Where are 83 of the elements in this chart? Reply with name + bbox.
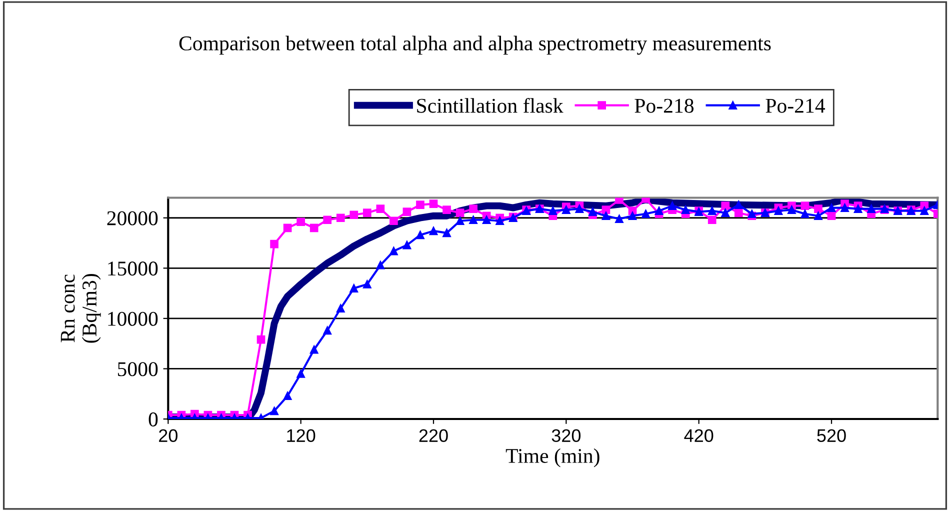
point [721,208,730,218]
legend-label: Po-214 [766,98,826,113]
point [456,208,464,218]
x-axis-title: Time (min) [506,448,600,468]
x-tick-label: 420 [684,429,714,442]
x-tick-label: 520 [817,429,846,442]
point [628,212,637,220]
point [350,284,358,292]
point [456,216,464,226]
point [681,206,690,214]
point [310,224,318,232]
point [827,212,836,220]
point [496,216,504,226]
y-tick-label: 5000 [118,362,158,376]
legend-label: Scintillation flask [417,98,564,113]
point [323,326,332,335]
point [429,226,438,236]
point [296,370,305,378]
point [668,202,676,210]
point [390,246,398,256]
y-tick-label: 20000 [107,211,158,226]
point [867,204,876,213]
x-tick-label: 320 [552,429,581,442]
point [800,210,810,218]
point [283,224,292,232]
point [602,206,610,214]
point [602,212,610,220]
point [442,228,451,238]
point [256,335,266,344]
y-tick-label: 15000 [108,262,158,276]
x-tick-label: 220 [419,429,448,442]
point [734,208,743,218]
point [734,200,743,209]
point [442,206,451,214]
y-axis-title: Rn conc (Bq/m3) [60,274,101,343]
y-tick-label: 10000 [108,312,158,326]
point [615,214,624,224]
point [854,204,862,213]
point [336,304,345,313]
point [402,208,412,216]
point [840,204,849,212]
y-tick-label: 0 [148,412,158,426]
point [390,216,398,226]
point [296,218,305,226]
point [362,208,372,218]
point [615,198,624,204]
point [548,206,558,215]
point [416,200,424,209]
point [469,216,478,224]
point [708,206,716,215]
point [283,392,292,400]
point [827,204,836,212]
point [270,406,278,416]
chart-title: Comparison between total alpha and alpha spectrometry measurements [179,36,771,55]
point [708,216,716,224]
point [774,206,783,215]
point [429,200,438,208]
point [562,206,570,214]
point [814,204,822,213]
x-tick-label: 120 [287,429,316,442]
point [654,206,664,215]
point [575,204,584,213]
point [920,206,929,215]
point [788,206,796,214]
point [376,260,385,270]
point [350,210,358,220]
point [469,204,478,213]
point [642,210,650,218]
point [270,240,278,248]
legend-label: Po-218 [634,98,694,113]
point [721,202,730,210]
point [814,212,822,220]
point [323,216,332,224]
point [362,280,372,288]
point [800,202,810,210]
point [588,208,597,216]
x-tick-label: 20 [159,429,178,442]
point [310,345,318,354]
point [402,240,412,250]
point [336,214,345,222]
point [376,204,385,213]
point [482,216,491,224]
point [416,230,424,240]
